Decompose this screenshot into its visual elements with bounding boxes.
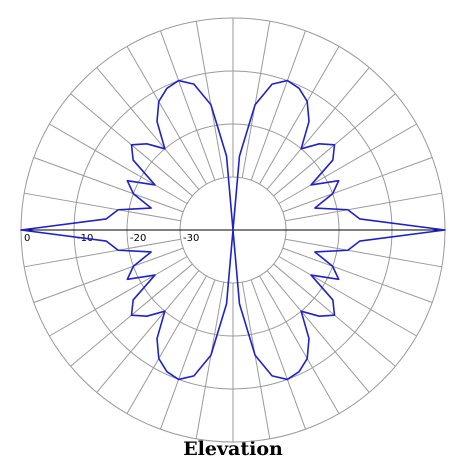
spoke-line xyxy=(126,46,207,185)
spoke-line xyxy=(278,123,417,204)
spoke-line xyxy=(49,123,188,204)
spoke-line xyxy=(126,275,207,414)
spoke-line xyxy=(266,67,370,190)
spoke-line xyxy=(33,157,184,213)
spoke-line xyxy=(96,270,200,393)
spoke-line xyxy=(49,256,188,337)
spoke-line xyxy=(250,30,306,181)
spoke-line xyxy=(33,247,184,303)
spoke-line xyxy=(241,282,271,439)
spoke-line xyxy=(285,192,442,222)
spoke-line xyxy=(195,282,225,439)
pattern-line xyxy=(20,79,446,381)
spoke-line xyxy=(160,279,216,430)
chart-title: Elevation xyxy=(183,438,283,460)
spoke-line xyxy=(266,270,370,393)
r-tick-label: -20 xyxy=(130,233,146,244)
spoke-line xyxy=(24,238,181,268)
spoke-line xyxy=(24,192,181,222)
spoke-line xyxy=(285,238,442,268)
spoke-line xyxy=(259,275,340,414)
spoke-line xyxy=(195,21,225,178)
r-tick-label: 0 xyxy=(24,233,30,244)
spoke-line xyxy=(278,256,417,337)
spoke-line xyxy=(282,247,433,303)
spoke-line xyxy=(282,157,433,213)
r-tick-label: -30 xyxy=(183,233,199,244)
spoke-line xyxy=(259,46,340,185)
spoke-line xyxy=(96,67,200,190)
spoke-line xyxy=(250,279,306,430)
spoke-line xyxy=(160,30,216,181)
spoke-line xyxy=(241,21,271,178)
